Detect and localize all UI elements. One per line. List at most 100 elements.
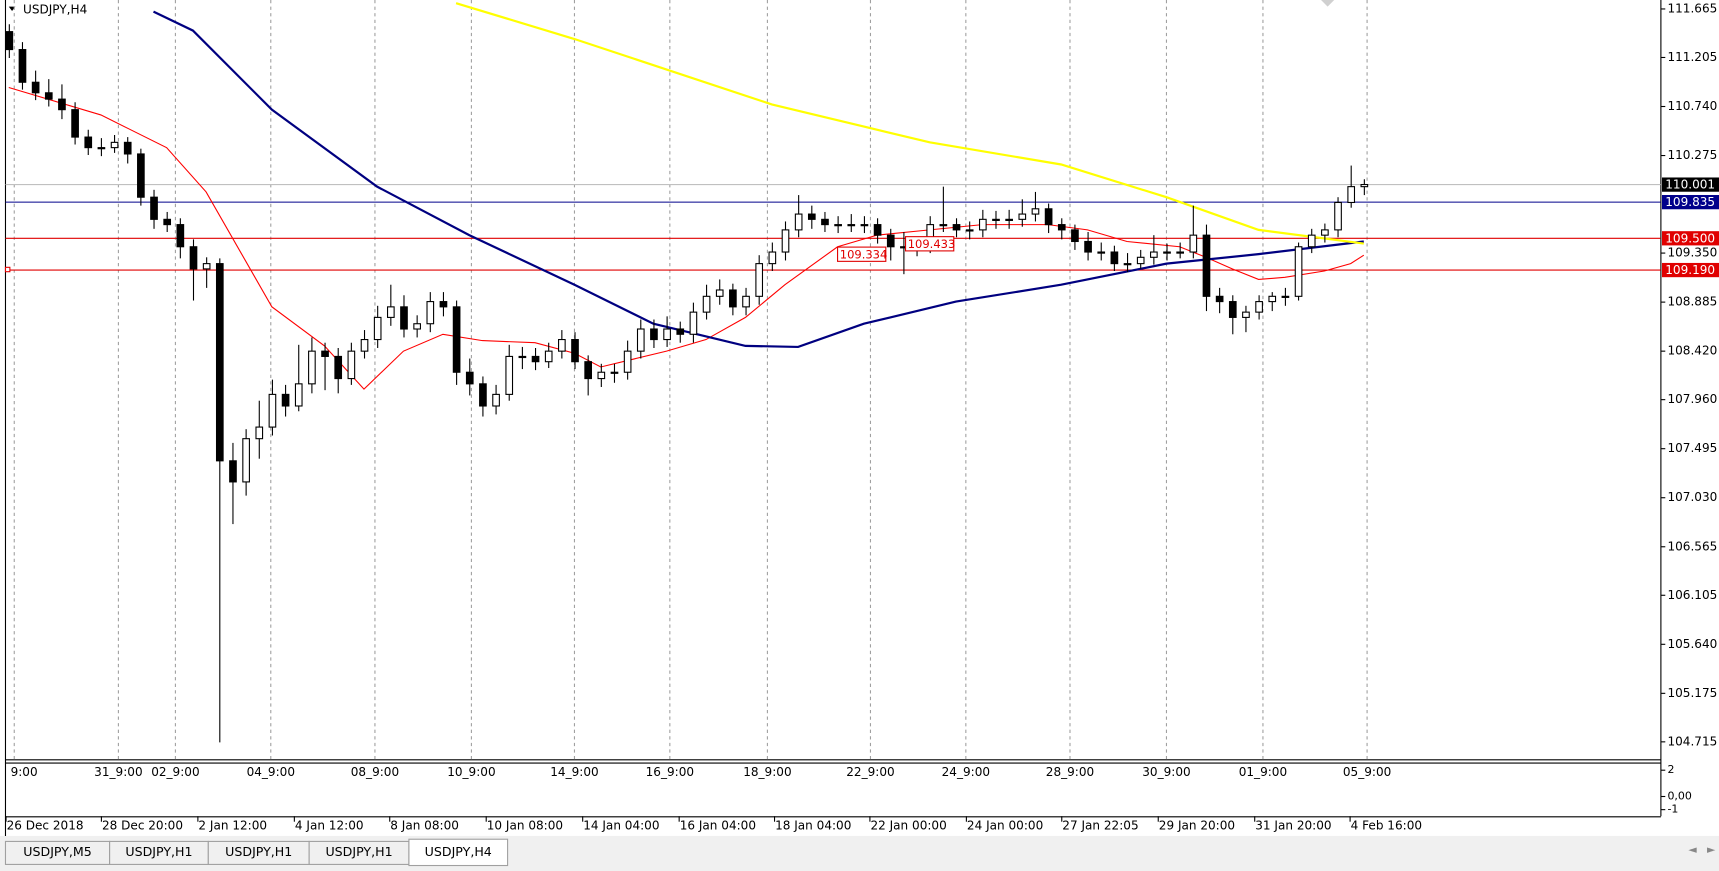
annotation-label: 109.433 xyxy=(908,237,956,251)
tab-label[interactable]: USDJPY,H1 xyxy=(125,844,192,859)
time-label: 9:00 xyxy=(11,765,38,779)
moving-average xyxy=(455,2,1364,245)
date-label: 27 Jan 22:05 xyxy=(1062,819,1138,833)
candle-body xyxy=(1136,256,1145,265)
candle-body xyxy=(347,350,356,380)
candle-body xyxy=(1360,183,1369,188)
candle-body xyxy=(58,98,66,111)
candle-body xyxy=(623,350,632,373)
time-label: 01_9:00 xyxy=(1239,765,1287,779)
candle-body xyxy=(742,295,750,308)
moving-average xyxy=(153,10,1364,349)
candle-body xyxy=(584,361,593,380)
candle-body xyxy=(31,81,40,94)
candle-body xyxy=(1347,186,1356,204)
candle-body xyxy=(1005,218,1013,221)
y-tick-label: 108.885 xyxy=(1667,295,1717,309)
price-line-label: 109.500 xyxy=(1665,231,1715,245)
candle-body xyxy=(729,289,737,308)
price-line-label-bg xyxy=(1661,177,1719,192)
candle-body xyxy=(518,355,527,359)
y-tick-label: 110.275 xyxy=(1667,148,1717,162)
moving-average xyxy=(8,86,1365,390)
candle-body xyxy=(426,301,435,325)
plot-area xyxy=(5,2,1661,743)
candle-body xyxy=(137,153,145,198)
y-tick-label: 111.665 xyxy=(1667,1,1717,15)
candle-body xyxy=(373,316,382,341)
y-tick-label: 106.565 xyxy=(1667,539,1717,553)
time-label: 08_9:00 xyxy=(351,765,399,779)
candle-body xyxy=(847,224,856,227)
candle-body xyxy=(479,383,487,407)
candle-body xyxy=(71,109,79,138)
candle-body xyxy=(5,31,14,51)
price-line-label: 109.190 xyxy=(1665,263,1715,277)
price-line-label: 109.835 xyxy=(1665,195,1715,209)
candle-body xyxy=(807,213,816,220)
time-label: 30_9:00 xyxy=(1142,765,1190,779)
candle-body xyxy=(215,263,224,462)
candle-body xyxy=(334,355,343,380)
candle-body xyxy=(1123,263,1132,266)
candle-body xyxy=(492,393,500,407)
candle-body xyxy=(544,350,553,363)
grid-layer xyxy=(13,0,1368,760)
scroll-left[interactable]: ◄ xyxy=(1688,843,1697,856)
indicator-tick-label: -1 xyxy=(1667,803,1678,816)
candle-body xyxy=(650,328,658,341)
candle-body xyxy=(110,141,119,149)
candle-body xyxy=(308,350,316,385)
y-tick-label: 107.960 xyxy=(1667,392,1717,406)
candle-body xyxy=(268,393,277,428)
candle-body xyxy=(860,224,869,227)
date-label: 14 Jan 04:00 xyxy=(583,819,659,833)
candle-body xyxy=(1163,251,1171,254)
date-label: 22 Jan 00:00 xyxy=(870,819,946,833)
y-tick-label: 110.740 xyxy=(1667,99,1717,113)
overlay-layer: 9:00 31_9:00 02_9:00 04_9:00 08_9:00 10_9:00 1… xyxy=(4,1,1719,867)
y-tick-label: 105.175 xyxy=(1667,686,1717,700)
candle-body xyxy=(715,289,724,297)
tab-label[interactable]: USDJPY,H1 xyxy=(225,844,292,859)
candle-body xyxy=(189,246,198,270)
annotation-box xyxy=(837,246,887,262)
candle-body xyxy=(44,92,53,100)
scroll-right[interactable]: ► xyxy=(1707,843,1716,856)
y-tick-label: 107.030 xyxy=(1667,490,1717,504)
tab[interactable] xyxy=(408,838,509,867)
candle-body xyxy=(689,311,698,335)
indicator-tick-label: 2 xyxy=(1667,763,1674,776)
time-label: 31_9:00 xyxy=(94,765,142,779)
candle-body xyxy=(84,136,93,149)
y-tick-label: 108.420 xyxy=(1667,344,1717,358)
shift-marker xyxy=(1321,0,1335,7)
candle-body xyxy=(781,229,790,253)
candle-body xyxy=(558,339,566,352)
annotation-label: 109.334 xyxy=(840,247,888,261)
candle-body xyxy=(1176,251,1185,254)
y-tick-label: 106.105 xyxy=(1667,588,1717,602)
chart-title: USDJPY,H4 xyxy=(23,2,87,16)
candle-body xyxy=(886,234,895,248)
date-label: 16 Jan 04:00 xyxy=(680,819,756,833)
time-label: 10_9:00 xyxy=(447,765,495,779)
candle-body xyxy=(1071,229,1079,243)
time-label: 02_9:00 xyxy=(151,765,199,779)
date-label: 18 Jan 04:00 xyxy=(775,819,851,833)
date-label: 2 Jan 12:00 xyxy=(198,819,267,833)
price-line-label-bg xyxy=(1661,195,1719,210)
tab-label[interactable]: USDJPY,M5 xyxy=(23,844,92,859)
candle-body xyxy=(610,371,619,374)
candle-body xyxy=(202,263,211,270)
candle-body xyxy=(123,141,132,155)
candle-body xyxy=(834,224,842,227)
tab-label[interactable]: USDJPY,H4 xyxy=(425,844,492,859)
time-label: 18_9:00 xyxy=(743,765,791,779)
candle-body xyxy=(965,229,974,232)
price-line-label-bg xyxy=(1661,231,1719,246)
tab-label[interactable]: USDJPY,H1 xyxy=(325,844,392,859)
candle-body xyxy=(1189,234,1198,253)
candle-body xyxy=(939,224,948,227)
